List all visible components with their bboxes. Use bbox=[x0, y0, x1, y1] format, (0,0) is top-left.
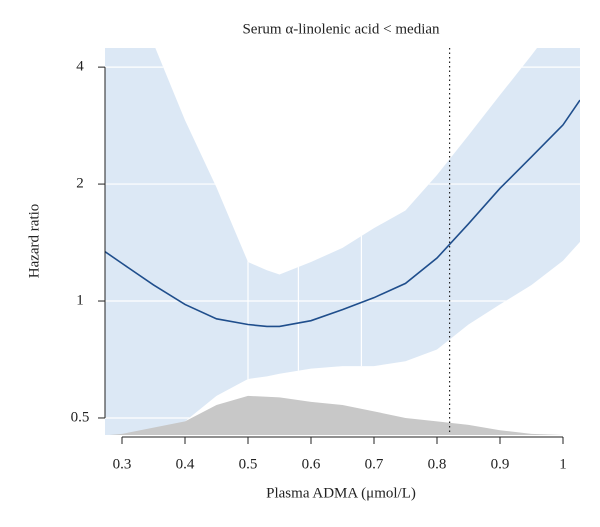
plot-area bbox=[105, 48, 580, 435]
hazard-line bbox=[105, 99, 580, 328]
y-tick-label: 0.5 bbox=[71, 409, 90, 425]
y-tick-label: 4 bbox=[76, 59, 84, 75]
x-tick-label: 0.9 bbox=[491, 456, 510, 472]
x-tick-label: 0.3 bbox=[113, 456, 132, 472]
y-tick-label: 1 bbox=[76, 292, 84, 308]
x-tick-label: 0.4 bbox=[176, 456, 195, 472]
chart-title: Serum α-linolenic acid < median bbox=[242, 21, 440, 37]
x-axis-label: Plasma ADMA (μmol/L) bbox=[266, 485, 416, 501]
x-tick-label: 0.5 bbox=[239, 456, 258, 472]
x-tick-label: 1 bbox=[559, 456, 567, 472]
y-tick-label: 2 bbox=[76, 176, 84, 192]
confidence-band bbox=[105, 48, 580, 435]
x-tick-label: 0.7 bbox=[365, 456, 384, 472]
x-tick-label: 0.6 bbox=[302, 456, 321, 472]
y-axis-label: Hazard ratio bbox=[26, 204, 42, 279]
density bbox=[109, 395, 563, 435]
x-tick-label: 0.8 bbox=[428, 456, 447, 472]
